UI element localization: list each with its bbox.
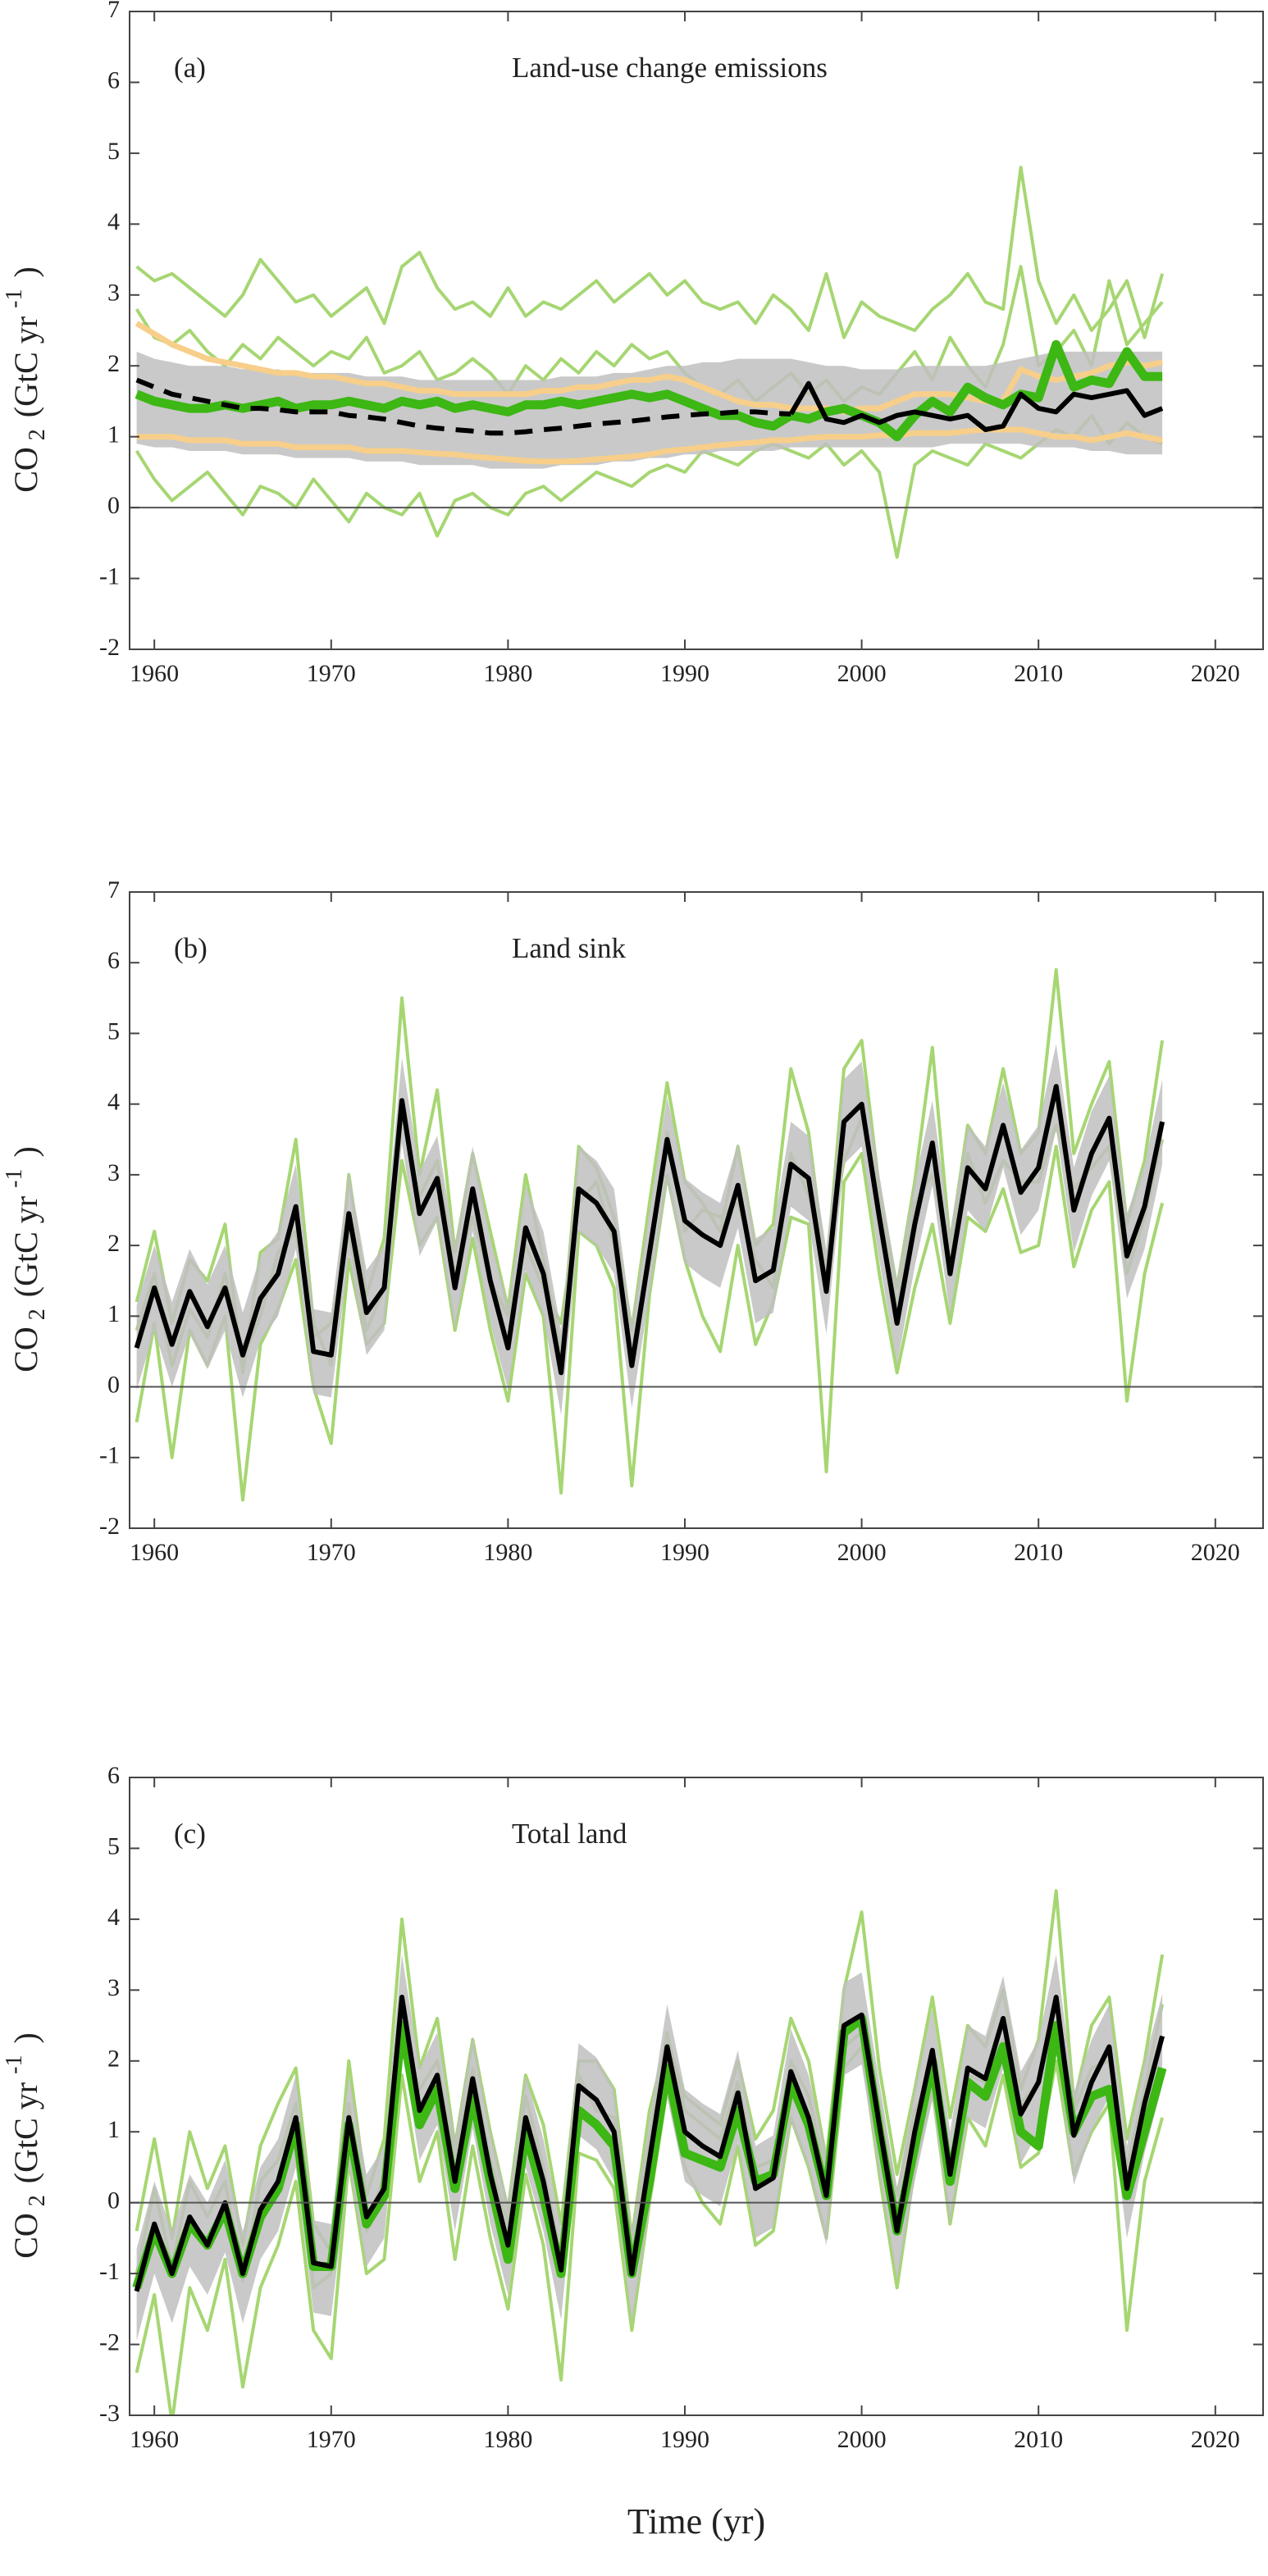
x-tick-label: 1960	[130, 660, 179, 687]
y-tick-label: 0	[107, 2187, 120, 2214]
x-tick-label: 1970	[307, 660, 356, 687]
series-line	[134, 1995, 1165, 2292]
series-line	[135, 339, 1163, 442]
x-tick-label: 1990	[660, 1539, 709, 1566]
y-axis-label: CO 2 (GtC yr -1)	[2, 1146, 50, 1372]
y-label-sub: 2	[25, 429, 50, 440]
x-tick-label: 1990	[660, 2426, 709, 2453]
series-line	[134, 1084, 1165, 1376]
y-label-close: )	[7, 1146, 44, 1157]
y-tick-label: 3	[107, 1974, 120, 2001]
y-tick-label: 1	[107, 421, 120, 448]
y-tick-label: 4	[107, 1089, 120, 1116]
y-tick-label: 2	[107, 2046, 120, 2073]
ensemble-line	[135, 413, 1163, 559]
panel: -3 -2 -1 0 1 2 3 4 5 6 1960 1970 1980 1990 2000 2010 202…	[2, 1762, 1264, 2542]
y-label-close: )	[7, 2032, 44, 2043]
series-line	[135, 377, 791, 436]
x-tick-label: 2010	[1014, 2426, 1063, 2453]
y-label-sup: -1	[2, 289, 27, 308]
y-tick-label: 0	[107, 492, 120, 519]
y-tick-label: 6	[107, 66, 120, 93]
y-tick-label: -1	[99, 1442, 120, 1469]
axes-frame	[129, 1777, 1264, 2416]
x-tick-label: 2020	[1191, 660, 1240, 687]
x-tick-label: 1990	[660, 660, 709, 687]
y-label-base: CO	[7, 447, 44, 493]
x-tick-label: 2000	[837, 1539, 887, 1566]
x-tick-label: 2000	[837, 2426, 887, 2453]
x-tick-label: 1960	[130, 2426, 179, 2453]
y-tick-label: 6	[107, 947, 120, 974]
y-label-sup: -1	[2, 2055, 27, 2074]
x-axis-label: Time (yr)	[627, 2501, 765, 2542]
y-tick-label: 6	[107, 1762, 120, 1789]
series-line	[788, 380, 1164, 432]
axes-frame	[129, 11, 1264, 650]
y-tick-label: 5	[107, 138, 120, 165]
y-tick-label: 1	[107, 2116, 120, 2143]
panel-title: Land sink	[512, 932, 627, 964]
x-tick-label: 2010	[1014, 1539, 1063, 1566]
y-tick-label: -2	[99, 1513, 120, 1540]
x-tick-label: 2020	[1191, 2426, 1240, 2453]
y-tick-label: -1	[99, 562, 120, 589]
y-tick-label: -3	[99, 2400, 120, 2427]
range-band	[136, 351, 1163, 469]
x-tick-label: 1960	[130, 1539, 179, 1566]
y-tick-label: 5	[107, 1017, 120, 1045]
panel-label: (b)	[174, 932, 208, 964]
y-tick-label: 2	[107, 350, 120, 377]
y-axis-label: CO 2 (GtC yr -1)	[2, 266, 50, 493]
panel-label: (a)	[174, 52, 206, 84]
y-label-close: )	[7, 266, 44, 277]
panel: -2 -1 0 1 2 3 4 5 6 7 1960 1970 1980 1990 2000 2010 2020…	[2, 0, 1264, 687]
plot-area	[132, 1889, 1167, 2415]
y-label-unit: (GtC yr	[7, 2082, 44, 2183]
y-label-unit: (GtC yr	[7, 1196, 44, 1297]
x-tick-label: 1980	[483, 1539, 532, 1566]
x-tick-label: 1980	[483, 660, 532, 687]
x-tick-label: 2010	[1014, 660, 1063, 687]
plot-area	[134, 967, 1165, 1502]
y-tick-label: 3	[107, 1159, 120, 1186]
y-label-base: CO	[7, 1327, 44, 1372]
y-tick-label: 7	[107, 876, 120, 903]
y-label-base: CO	[7, 2213, 44, 2259]
y-label-sup: -1	[2, 1169, 27, 1188]
x-tick-label: 2000	[837, 660, 887, 687]
axes-frame	[129, 891, 1264, 1529]
y-tick-label: 7	[107, 0, 120, 23]
panel: -2 -1 0 1 2 3 4 5 6 7 1960 1970 1980 1990 2000 2010 2020…	[2, 876, 1264, 1566]
y-tick-label: 3	[107, 280, 120, 307]
y-tick-label: 2	[107, 1230, 120, 1257]
range-band	[136, 1044, 1163, 1415]
panel-label: (c)	[174, 1818, 206, 1850]
y-tick-label: 0	[107, 1371, 120, 1398]
plot-area	[135, 166, 1165, 559]
y-tick-label: 4	[107, 1904, 120, 1931]
panel-title: Total land	[512, 1818, 627, 1850]
y-label-sub: 2	[25, 1308, 50, 1320]
x-tick-label: 1980	[483, 2426, 532, 2453]
y-tick-label: 4	[107, 208, 120, 235]
ensemble-line	[135, 166, 1165, 339]
panel-title: Land-use change emissions	[512, 52, 828, 84]
y-tick-label: 1	[107, 1300, 120, 1327]
y-axis-label: CO 2 (GtC yr -1)	[2, 2032, 50, 2259]
x-tick-label: 1970	[307, 2426, 356, 2453]
x-tick-label: 2020	[1191, 1539, 1240, 1566]
y-label-unit: (GtC yr	[7, 316, 44, 417]
y-tick-label: -1	[99, 2258, 120, 2285]
y-tick-label: 5	[107, 1832, 120, 1859]
x-tick-label: 1970	[307, 1539, 356, 1566]
y-tick-label: -2	[99, 2328, 120, 2355]
y-tick-label: -2	[99, 634, 120, 661]
y-label-sub: 2	[25, 2195, 50, 2206]
